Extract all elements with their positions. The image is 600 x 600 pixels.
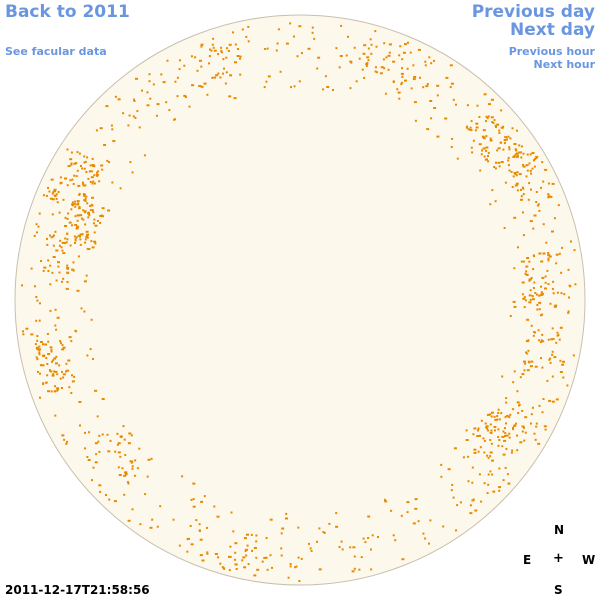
back-to-year-link[interactable]: Back to 2011	[5, 2, 130, 22]
facular-data-link[interactable]: See facular data	[5, 45, 107, 58]
next-hour-link[interactable]: Next hour	[533, 58, 596, 71]
compass-center-icon: +	[553, 551, 564, 566]
compass-south: S	[554, 583, 563, 597]
compass-west: W	[582, 553, 596, 567]
previous-hour-link[interactable]: Previous hour	[508, 45, 595, 58]
compass-east: E	[523, 553, 532, 567]
compass-north: N	[554, 523, 565, 537]
previous-day-link[interactable]: Previous day	[471, 2, 595, 22]
timestamp: 2011-12-17T21:58:56	[5, 583, 150, 597]
next-day-link[interactable]: Next day	[510, 20, 595, 40]
facular-points	[21, 22, 577, 582]
solar-disk	[14, 14, 586, 586]
